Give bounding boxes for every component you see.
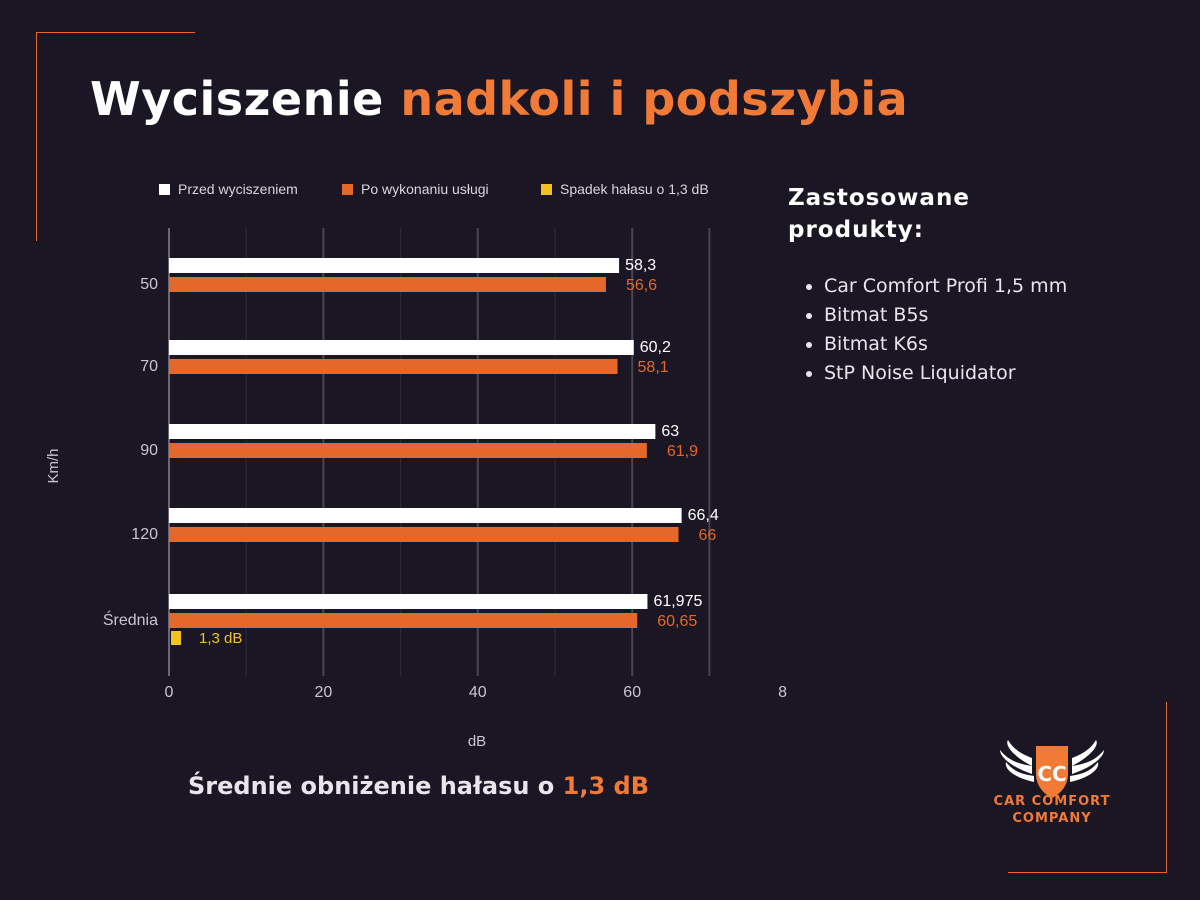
data-label-before: 66,4 [688, 507, 719, 524]
legend-swatch [541, 184, 552, 195]
data-label-before: 61,975 [653, 593, 702, 610]
legend-label: Przed wyciszeniem [178, 181, 298, 197]
left-wing-icon [1000, 740, 1034, 782]
products-list: Car Comfort Profi 1,5 mm Bitmat B5s Bitm… [788, 272, 1168, 388]
corner-frame-bottom-right [1008, 702, 1167, 873]
bar-before [169, 594, 648, 609]
shield-icon [1036, 746, 1068, 798]
corner-frame-top-left [36, 32, 195, 241]
title-part-white: Wyciszenie [90, 72, 384, 126]
x-tick-label: 60 [623, 684, 641, 701]
x-tick-label: 20 [315, 684, 333, 701]
bar-after [169, 359, 618, 374]
logo-name-line1: CAR COMFORT [993, 794, 1111, 809]
legend-label: Spadek hałasu o 1,3 dB [560, 181, 709, 197]
y-tick-label: 120 [131, 526, 158, 543]
logo-monogram: CC [1037, 762, 1066, 786]
y-axis-title: Km/h [45, 448, 62, 483]
bar-before [169, 508, 682, 523]
products-heading: Zastosowane produkty: [788, 182, 1168, 246]
x-tick-label: 8 [778, 684, 787, 701]
bar-chart: 0 20 40 60 8 dB Km/h Przed wyciszeniem Po wykona… [45, 181, 787, 750]
page-title: Wyciszenie nadkoli i podszybia [90, 72, 908, 126]
products-panel: Zastosowane produkty: Car Comfort Profi … [788, 182, 1168, 388]
data-label-before: 58,3 [625, 257, 656, 274]
product-item: Bitmat K6s [824, 330, 1168, 359]
company-logo: CC [1000, 740, 1104, 798]
products-heading-line1: Zastosowane [788, 185, 970, 211]
summary-text: Średnie obniżenie hałasu o 1,3 dB [188, 772, 649, 800]
bar-before [169, 424, 656, 439]
data-label-after: 66 [699, 527, 717, 544]
data-label-after: 61,9 [667, 443, 698, 460]
product-item: StP Noise Liquidator [824, 359, 1168, 388]
products-heading-line2: produkty: [788, 217, 924, 243]
bar-after [169, 277, 606, 292]
data-label-before: 60,2 [640, 339, 671, 356]
bar-drop [171, 631, 182, 645]
legend-swatch [159, 184, 170, 195]
product-item: Car Comfort Profi 1,5 mm [824, 272, 1168, 301]
bar-before [169, 258, 620, 273]
data-label-after: 56,6 [626, 277, 657, 294]
bar-after [169, 527, 679, 542]
data-label-after: 58,1 [638, 359, 669, 376]
y-tick-label: 70 [140, 358, 158, 375]
summary-value: 1,3 dB [562, 772, 649, 800]
bar-after [169, 613, 638, 628]
bar-after [169, 443, 647, 458]
bar-before [169, 340, 634, 355]
y-tick-label: 50 [140, 276, 158, 293]
legend-swatch [342, 184, 353, 195]
data-label-before: 63 [661, 423, 679, 440]
legend-label: Po wykonaniu usługi [361, 181, 489, 197]
product-item: Bitmat B5s [824, 301, 1168, 330]
title-part-orange: nadkoli i podszybia [400, 72, 909, 126]
y-tick-label: Średnia [103, 610, 158, 629]
data-label-after: 60,65 [657, 613, 697, 630]
right-wing-icon [1070, 740, 1104, 782]
y-tick-label: 90 [140, 442, 158, 459]
x-axis-title: dB [468, 733, 486, 750]
data-label-drop: 1,3 dB [199, 630, 242, 647]
summary-label: Średnie obniżenie hałasu o [188, 772, 563, 800]
logo-name-line2: COMPANY [1012, 811, 1092, 826]
x-tick-label: 0 [165, 684, 174, 701]
x-tick-label: 40 [469, 684, 487, 701]
